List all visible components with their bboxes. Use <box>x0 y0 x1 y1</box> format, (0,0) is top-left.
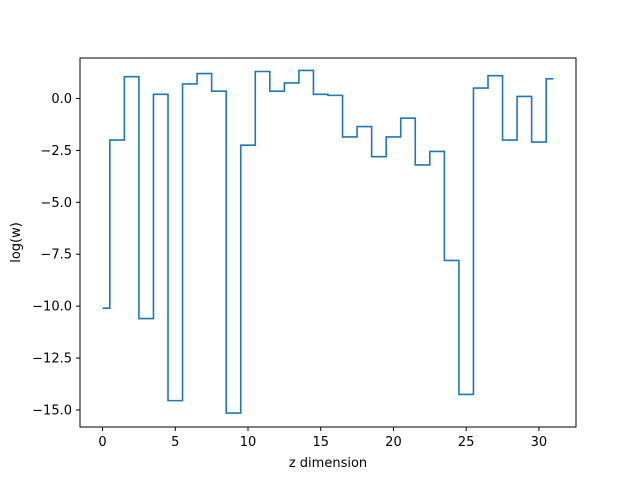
y-tick-label: −15.0 <box>32 403 72 418</box>
y-tick-label: −12.5 <box>32 352 72 367</box>
x-tick-label: 15 <box>312 435 329 450</box>
y-tick-label: −5.0 <box>40 196 72 211</box>
x-tick-label: 5 <box>171 435 179 450</box>
x-tick-label: 10 <box>240 435 257 450</box>
x-tick-label: 20 <box>385 435 402 450</box>
y-tick-label: −2.5 <box>40 144 72 159</box>
x-tick-label: 25 <box>458 435 475 450</box>
axes-frame <box>79 57 577 428</box>
x-axis-label: z dimension <box>289 456 367 471</box>
y-tick-label: 0.0 <box>51 92 72 107</box>
x-tick-label: 30 <box>531 435 548 450</box>
axes: 0 5 10 15 20 25 30 0.0 −2.5 −5.0 −7.5 −10.0 −12.5 −15… <box>32 57 577 450</box>
plot-area <box>102 69 554 414</box>
x-tick-label: 0 <box>98 435 106 450</box>
y-tick-label: −7.5 <box>40 248 72 263</box>
y-tick-label: −10.0 <box>32 300 72 315</box>
series-line-0 <box>102 69 554 414</box>
y-axis-label: log(w) <box>9 222 24 263</box>
